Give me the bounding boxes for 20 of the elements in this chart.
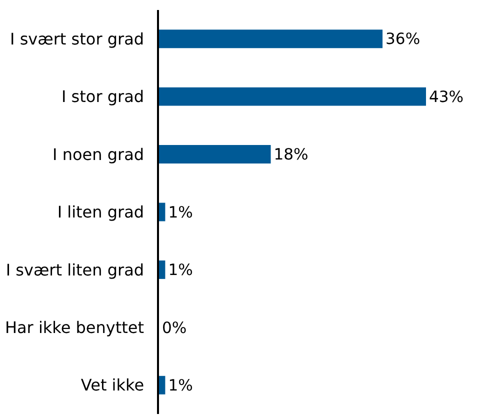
bar bbox=[159, 202, 166, 222]
y-tick-label: I stor grad bbox=[61, 87, 144, 106]
y-tick-label: I svært liten grad bbox=[6, 260, 144, 280]
bar bbox=[159, 87, 426, 106]
y-tick-label: I liten grad bbox=[57, 202, 144, 222]
y-tick-label: Vet ikke bbox=[80, 376, 144, 395]
bar bbox=[159, 145, 271, 164]
data-label: 1% bbox=[168, 376, 193, 394]
data-label: 18% bbox=[274, 146, 308, 164]
bar bbox=[159, 376, 166, 394]
bar bbox=[159, 260, 166, 279]
y-tick-label: I noen grad bbox=[52, 144, 144, 164]
data-label: 1% bbox=[168, 261, 193, 280]
y-tick-label: I svært stor grad bbox=[10, 29, 144, 48]
y-tick-label: Har ikke benyttet bbox=[4, 318, 144, 338]
data-label: 0% bbox=[162, 318, 187, 337]
data-label: 1% bbox=[168, 203, 193, 222]
data-label: 43% bbox=[429, 88, 464, 106]
bar bbox=[159, 30, 383, 48]
data-label: 36% bbox=[386, 30, 420, 48]
